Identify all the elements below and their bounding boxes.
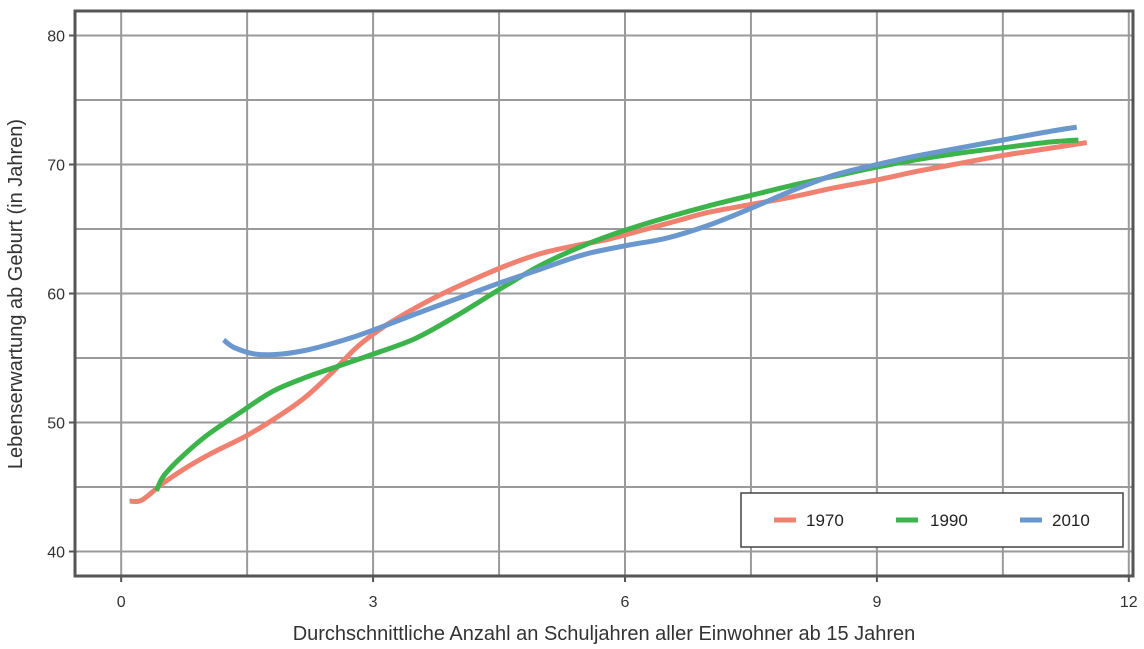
axis-ticks: 0 3 6 9 12 40 50 60 70 80 bbox=[47, 29, 1138, 611]
series-line-1990 bbox=[154, 137, 1079, 492]
x-tick-label: 12 bbox=[1120, 594, 1138, 611]
series-lines bbox=[129, 124, 1088, 505]
y-tick-label: 50 bbox=[47, 415, 65, 432]
y-axis-title: Lebenserwartung ab Geburt (in Jahren) bbox=[5, 119, 27, 469]
legend-item-1970: 1970 bbox=[774, 511, 844, 530]
legend-item-2010: 2010 bbox=[1020, 511, 1090, 530]
legend: 1970 1990 2010 bbox=[740, 492, 1124, 548]
x-tick-label: 3 bbox=[369, 594, 378, 611]
legend-label-2010: 2010 bbox=[1052, 511, 1090, 530]
y-tick-label: 60 bbox=[47, 287, 65, 304]
x-axis-title: Durchschnittliche Anzahl an Schuljahren … bbox=[293, 623, 916, 645]
x-tick-label: 9 bbox=[872, 594, 881, 611]
legend-label-1990: 1990 bbox=[930, 511, 968, 530]
y-tick-label: 40 bbox=[47, 544, 65, 561]
legend-item-1990: 1990 bbox=[896, 511, 968, 530]
legend-label-1970: 1970 bbox=[806, 511, 844, 530]
y-tick-label: 70 bbox=[47, 158, 65, 175]
series-line-2010 bbox=[222, 124, 1078, 358]
series-line-1970 bbox=[129, 140, 1088, 505]
y-tick-label: 80 bbox=[47, 29, 65, 46]
x-tick-label: 6 bbox=[621, 594, 630, 611]
gridlines bbox=[75, 11, 1133, 576]
x-tick-label: 0 bbox=[117, 594, 126, 611]
legend-box bbox=[740, 492, 1124, 548]
